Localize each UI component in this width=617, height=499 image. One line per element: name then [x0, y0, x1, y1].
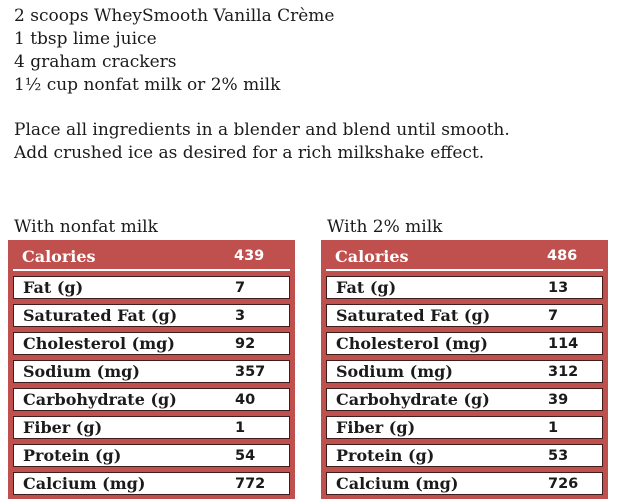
row-value: 1 — [548, 419, 559, 436]
row-label: Calcium (mg) — [336, 474, 459, 493]
header-label: Calories — [22, 246, 96, 266]
header-label: Calories — [335, 246, 409, 266]
table-header-row: Calories 486 — [326, 245, 603, 271]
row-value: 7 — [548, 307, 559, 324]
row-label: Fat (g) — [23, 278, 84, 297]
table-row: Fiber (g) 1 — [326, 416, 603, 439]
row-value: 772 — [235, 475, 266, 492]
ingredient-line-2: 1 tbsp lime juice — [14, 29, 157, 49]
row-label: Sodium (mg) — [336, 362, 453, 381]
row-value: 40 — [235, 391, 256, 408]
table-caption-nonfat: With nonfat milk — [14, 217, 158, 237]
row-value: 92 — [235, 335, 256, 352]
row-value: 312 — [548, 363, 579, 380]
row-label: Fiber (g) — [23, 418, 103, 437]
row-label: Saturated Fat (g) — [23, 306, 178, 325]
row-label: Cholesterol (mg) — [336, 334, 488, 353]
nutrition-table-nonfat: Calories 439 Fat (g) 7 Saturated Fat (g)… — [8, 240, 295, 499]
table-row: Protein (g) 54 — [13, 444, 290, 467]
table-row: Fiber (g) 1 — [13, 416, 290, 439]
row-value: 7 — [235, 279, 246, 296]
table-caption-2pct: With 2% milk — [327, 217, 443, 237]
ingredient-line-1: 2 scoops WheySmooth Vanilla Crème — [14, 6, 335, 26]
row-label: Fiber (g) — [336, 418, 416, 437]
row-value: 726 — [548, 475, 579, 492]
table-row: Sodium (mg) 357 — [13, 360, 290, 383]
ingredient-line-4: 1½ cup nonfat milk or 2% milk — [14, 75, 281, 95]
row-label: Sodium (mg) — [23, 362, 140, 381]
table-row: Sodium (mg) 312 — [326, 360, 603, 383]
table-row: Fat (g) 13 — [326, 276, 603, 299]
row-value: 114 — [548, 335, 579, 352]
row-value: 13 — [548, 279, 569, 296]
table-row: Saturated Fat (g) 7 — [326, 304, 603, 327]
row-label: Carbohydrate (g) — [23, 390, 177, 409]
row-value: 357 — [235, 363, 266, 380]
row-value: 53 — [548, 447, 569, 464]
table-row: Protein (g) 53 — [326, 444, 603, 467]
ingredients-list: 2 scoops WheySmooth Vanilla Crème 1 tbsp… — [14, 5, 334, 97]
instruction-line-2: Add crushed ice as desired for a rich mi… — [14, 143, 485, 163]
table-row: Carbohydrate (g) 39 — [326, 388, 603, 411]
ingredient-line-3: 4 graham crackers — [14, 52, 177, 72]
nutrition-table-2pct: Calories 486 Fat (g) 13 Saturated Fat (g… — [321, 240, 608, 499]
row-label: Fat (g) — [336, 278, 397, 297]
row-value: 3 — [235, 307, 246, 324]
row-label: Protein (g) — [23, 446, 122, 465]
table-row: Calcium (mg) 726 — [326, 472, 603, 495]
row-label: Saturated Fat (g) — [336, 306, 491, 325]
nutrition-column-nonfat: With nonfat milk Calories 439 Fat (g) 7 … — [8, 216, 295, 499]
table-row: Carbohydrate (g) 40 — [13, 388, 290, 411]
table-row: Cholesterol (mg) 114 — [326, 332, 603, 355]
instructions: Place all ingredients in a blender and b… — [14, 119, 510, 165]
row-value: 1 — [235, 419, 246, 436]
header-value: 486 — [547, 248, 578, 264]
table-row: Saturated Fat (g) 3 — [13, 304, 290, 327]
row-label: Protein (g) — [336, 446, 435, 465]
header-value: 439 — [234, 248, 265, 264]
row-label: Calcium (mg) — [23, 474, 146, 493]
nutrition-column-2pct: With 2% milk Calories 486 Fat (g) 13 Sat… — [321, 216, 608, 499]
table-row: Calcium (mg) 772 — [13, 472, 290, 495]
table-header-row: Calories 439 — [13, 245, 290, 271]
row-value: 54 — [235, 447, 256, 464]
instruction-line-1: Place all ingredients in a blender and b… — [14, 120, 510, 140]
table-row: Cholesterol (mg) 92 — [13, 332, 290, 355]
row-label: Cholesterol (mg) — [23, 334, 175, 353]
table-row: Fat (g) 7 — [13, 276, 290, 299]
row-value: 39 — [548, 391, 569, 408]
row-label: Carbohydrate (g) — [336, 390, 490, 409]
